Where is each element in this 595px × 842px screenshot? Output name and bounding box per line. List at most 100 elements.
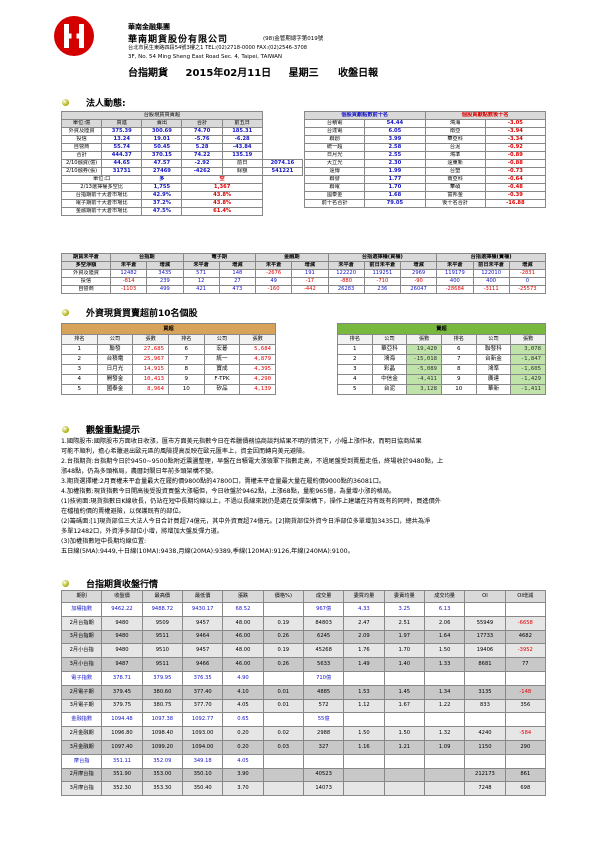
table-cell [423, 712, 466, 728]
address-en: 3F, No. 54 Ming Sheng East Road Sec. 4, … [128, 54, 283, 60]
table-cell [423, 767, 466, 783]
table-cell: 加權指數 [60, 602, 103, 617]
table-cell: 2.06 [423, 615, 466, 631]
table-cell: 350.10 [181, 767, 224, 783]
table-cell: 48.00 [222, 643, 264, 659]
table-cell: 4 [61, 374, 98, 385]
stock-points: -3.94 [484, 127, 547, 136]
table-cell [383, 767, 425, 783]
table-cell: 3.70 [222, 781, 264, 797]
table-cell: 0.01 [262, 698, 304, 714]
table-cell: 43.8% [181, 191, 263, 200]
column-header: 張數 [406, 334, 442, 345]
table-cell: 7 [167, 354, 205, 365]
column-header: OI增減 [504, 590, 547, 603]
table-row: 多空淨額 未平倉 增減 未平倉 增減 未平倉 增減 未平倉 前日未平倉 增減 未平倉 前日未平倉 增減 [61, 261, 547, 270]
table-cell: 2/10融券(張) [60, 167, 103, 176]
table-cell: 國泰金 [96, 384, 134, 395]
table-cell: 1.45 [383, 684, 425, 700]
table-cell [262, 670, 304, 686]
table-row: 3月電子期 379.75 380.75 377.70 4.05 0.01 572 1.12 1.… [60, 698, 547, 714]
column-header: 公司 [475, 334, 512, 345]
futures-quote-table: 期別 收盤價 最高價 最低價 漲跌 價格%) 成交量 委買均量 委賣均量 成交均量 OI OI增減 加權… [60, 590, 547, 797]
table-cell: 10 [440, 384, 477, 395]
stock-points: 1.70 [364, 183, 426, 192]
table-row: 大立光 2.30 遠東新 -0.88 [303, 159, 547, 168]
table-cell: 2/10融資(億) [60, 159, 103, 168]
table-cell [262, 781, 304, 797]
table-cell: 鴻海 [371, 354, 408, 365]
table-cell: 378.71 [101, 670, 143, 686]
table-cell: 合計 [60, 151, 103, 160]
table-row: 單位:口多空 [60, 175, 303, 184]
top10-buy-title: 買超 [61, 323, 276, 335]
table-cell: 4.05 [222, 698, 264, 714]
table-cell: 6.13 [423, 602, 466, 617]
table-cell: 0.65 [222, 712, 264, 728]
table-cell: 353.00 [141, 767, 183, 783]
section-bullet-icon [62, 580, 69, 587]
table-row: 台達電 6.05 南亞 -3.94 [303, 127, 547, 136]
section-institutional: 法人動態: [86, 99, 126, 109]
table-cell: 499 [146, 285, 184, 294]
table-row: 4 開發金 10,413 9 F-TPK 4,290 [61, 374, 276, 385]
table-row: 2月摩台指 351.90 353.00 350.10 3.90 40523 212173 86… [60, 767, 547, 783]
sum-label: 前十名合計 [303, 199, 366, 208]
sum-label: 後十名合計 [424, 199, 486, 208]
stock-name: 聯發 [303, 175, 366, 184]
table-cell: 48.00 [222, 615, 264, 631]
table-cell: 375.39 [101, 127, 143, 136]
table-row: 3 日月光 14,915 8 寶成 4,395 [61, 364, 276, 375]
column-header: 公司 [371, 334, 408, 345]
table-cell: 6 [440, 344, 477, 355]
table-cell: 14073 [302, 781, 345, 797]
column-header: 單位:億 [60, 119, 103, 128]
table-cell [464, 602, 506, 617]
commentary-line: 可能不順利，擔心希臘退出歐元區的風險提高反映在歐元匯率上，資金因而轉向美元避險。 [61, 448, 309, 455]
column-header: 成交量 [302, 590, 345, 603]
report-product: 台指期貨 [128, 68, 168, 79]
table-cell: 9 [440, 374, 477, 385]
table-cell: 9509 [141, 615, 183, 631]
table-row: 單位:億 買進 賣出 合計 前五日 [60, 119, 303, 128]
table-cell [343, 712, 385, 728]
table-cell: 27 [218, 277, 257, 286]
stock-name: 鴻準 [424, 151, 486, 160]
stock-points: 3.99 [364, 135, 426, 144]
commentary-line: (2)籌碼面:[1]現貨部位三大法人今日合計買超74億元，其中外資買超74億元。… [61, 518, 431, 525]
points-down-title: 個股貢獻點數後十名 [424, 111, 546, 120]
table-cell: 122220 [327, 269, 365, 278]
table-row: 2 鴻海 -15,018 7 台新金 -1,847 [337, 354, 546, 365]
table-cell: 74.70 [181, 127, 223, 136]
table-cell: 2.09 [343, 629, 385, 645]
table-cell: 19,420 [406, 344, 442, 355]
table-cell: 0.02 [262, 726, 304, 741]
commentary-line: 漲48點，仍為多頭格局，農曆封關日年前多頭架構不變。 [61, 468, 218, 475]
oi-corner: 期貨未平倉 [61, 253, 111, 262]
table-row: 聯發 1.77 南亞科 -0.64 [303, 175, 547, 184]
table-cell: 26047 [399, 285, 438, 294]
table-cell: 135.19 [221, 151, 263, 160]
table-row: 投信 -814 239 12 27 49 -17 -880 -710 -90 400 400 0 [61, 277, 547, 286]
table-row: 國泰金 1.68 富邦金 -0.39 [303, 191, 547, 200]
table-row: 3月小台指 9487 9511 9466 46.00 0.26 5633 1.49 1.40 1.… [60, 657, 547, 672]
table-cell: 27469 [141, 167, 183, 176]
stock-name: 遠東新 [424, 159, 486, 168]
column-header: 增減 [291, 261, 329, 270]
column-header: 增減 [146, 261, 184, 270]
stock-name: 鴻海 [424, 119, 486, 128]
table-row: 2月台指期 9480 9509 9457 48.00 0.19 84803 2.47 2.51 2… [60, 615, 547, 631]
stock-points: 54.44 [364, 119, 426, 128]
table-cell: 2988 [302, 726, 345, 741]
table-cell: 餘額 [221, 167, 263, 176]
table-cell: 1.97 [383, 629, 425, 645]
table-cell: 寶成 [203, 364, 241, 375]
section-bullet-icon [62, 309, 69, 316]
table-cell: 台新金 [475, 354, 512, 365]
table-cell: 1.40 [383, 657, 425, 672]
table-cell: 12 [182, 277, 220, 286]
table-cell: 31731 [101, 167, 143, 176]
points-up-title: 個股貢獻點數前十名 [304, 111, 426, 120]
table-cell: -43.84 [221, 143, 263, 152]
table-cell: 9480 [101, 643, 143, 659]
